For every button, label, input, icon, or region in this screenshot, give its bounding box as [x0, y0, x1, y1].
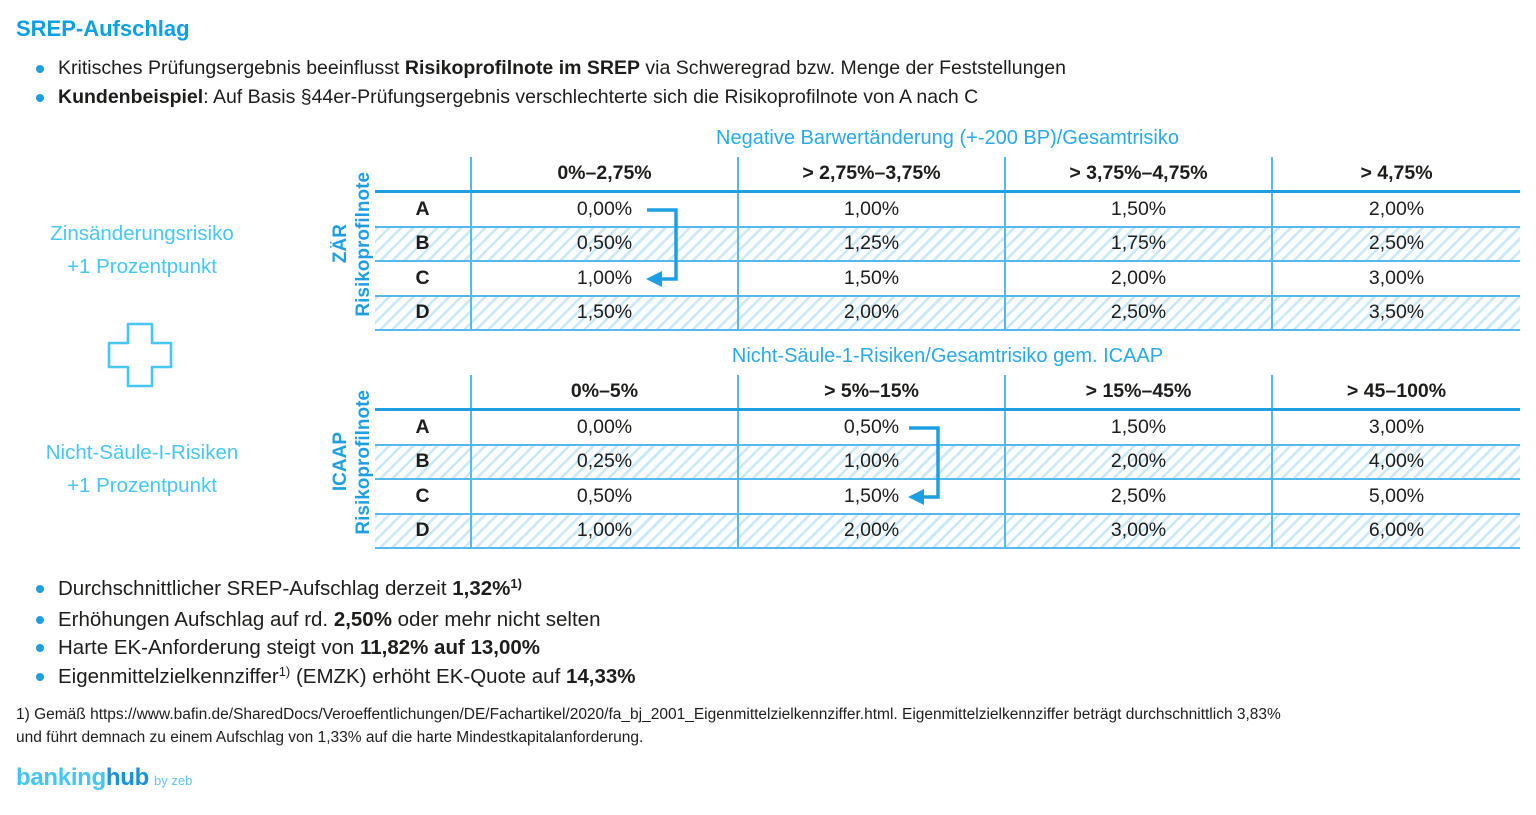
top-bullet-1: Kritisches Prüfungsergebnis beeinflusst …: [33, 54, 1066, 83]
page-title: SREP-Aufschlag: [16, 16, 190, 41]
bottom-bullet-3: Harte EK-Anforderung steigt von 11,82% a…: [33, 634, 636, 663]
table1-title: Negative Barwertänderung (+-200 BP)/Gesa…: [716, 127, 1179, 149]
bottom-bullet-1: Durchschnittlicher SREP-Aufschlag derzei…: [33, 575, 636, 606]
table2-col-header: 0%–5%: [470, 375, 737, 408]
table1-row-A: A 0,00% 1,00% 1,50% 2,00%: [375, 193, 1520, 228]
table2-header-row: 0%–5% > 5%–15% > 15%–45% > 45–100%: [375, 375, 1520, 411]
table1-corner-cell: [375, 157, 470, 190]
table2-col-header: > 15%–45%: [1004, 375, 1271, 408]
table1-col-header: 0%–2,75%: [470, 157, 737, 190]
table1-row-B: B 0,50% 1,25% 1,75% 2,50%: [375, 227, 1520, 262]
bottom-bullet-4: Eigenmittelzielkennziffer1) (EMZK) erhöh…: [33, 663, 636, 694]
axis-label-icaap-risikoprofilnote: ICAAP Risikoprofilnote: [329, 389, 374, 535]
table1-zaer: 0%–2,75% > 2,75%–3,75% > 3,75%–4,75% > 4…: [375, 157, 1520, 331]
table2-corner-cell: [375, 375, 470, 408]
footnote: 1) Gemäß https://www.bafin.de/SharedDocs…: [16, 703, 1524, 749]
footnote-line-1: 1) Gemäß https://www.bafin.de/SharedDocs…: [16, 706, 1281, 723]
bankinghub-logo: bankinghub by zeb: [16, 764, 193, 791]
table2-col-header: > 5%–15%: [737, 375, 1004, 408]
footnote-line-2: und führt demnach zu einem Aufschlag von…: [16, 729, 644, 746]
table2-col-header: > 45–100%: [1271, 375, 1520, 408]
table1-row-C: C 1,00% 1,50% 2,00% 3,00%: [375, 262, 1520, 297]
plus-icon: [103, 318, 177, 392]
table2-row-D: D 1,00% 2,00% 3,00% 6,00%: [375, 514, 1520, 549]
footnote-marker: 1): [510, 576, 522, 591]
bottom-bullet-list: Durchschnittlicher SREP-Aufschlag derzei…: [33, 575, 636, 693]
table2-title: Nicht-Säule-1-Risiken/Gesamtrisiko gem. …: [731, 345, 1164, 367]
table1-col-header: > 3,75%–4,75%: [1004, 157, 1271, 190]
table1-col-header: > 4,75%: [1271, 157, 1520, 190]
top-bullet-list: Kritisches Prüfungsergebnis beeinflusst …: [33, 54, 1066, 112]
table2-row-A: A 0,00% 0,50% 1,50% 3,00%: [375, 411, 1520, 446]
annotation-zinsaenderungsrisiko: Zinsänderungsrisiko +1 Prozentpunkt: [50, 222, 234, 278]
table2-row-C: C 0,50% 1,50% 2,50% 5,00%: [375, 480, 1520, 515]
table1-row-D: D 1,50% 2,00% 2,50% 3,50%: [375, 296, 1520, 331]
table2-row-B: B 0,25% 1,00% 2,00% 4,00%: [375, 445, 1520, 480]
axis-label-zaer-risikoprofilnote: ZÄR Risikoprofilnote: [329, 171, 374, 317]
table1-col-header: > 2,75%–3,75%: [737, 157, 1004, 190]
footnote-marker: 1): [278, 663, 291, 679]
bottom-bullet-2: Erhöhungen Aufschlag auf rd. 2,50% oder …: [33, 606, 636, 635]
table1-header-row: 0%–2,75% > 2,75%–3,75% > 3,75%–4,75% > 4…: [375, 157, 1520, 193]
top-bullet-2: Kundenbeispiel: Auf Basis §44er-Prüfungs…: [33, 83, 1066, 112]
table2-icaap: 0%–5% > 5%–15% > 15%–45% > 45–100% A 0,0…: [375, 375, 1520, 549]
annotation-nicht-saeule-1-risiken: Nicht-Säule-I-Risiken +1 Prozentpunkt: [45, 441, 239, 497]
